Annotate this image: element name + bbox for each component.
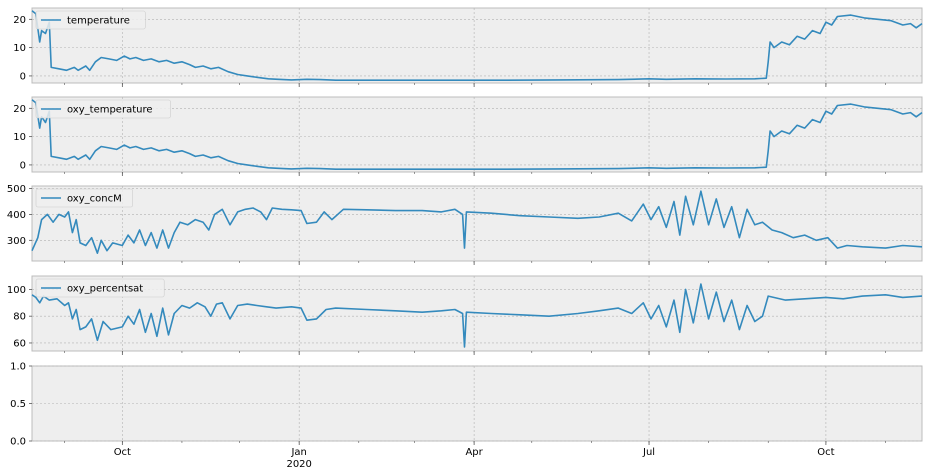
x-tick-label: Jan [290, 447, 306, 458]
legend-box [35, 10, 146, 30]
plot-area [31, 96, 923, 173]
y-tick-label: 20 [13, 104, 26, 115]
y-tick-label: 20 [13, 15, 26, 26]
series-line-oxy_temperature [31, 99, 923, 170]
y-tick-label: 300 [7, 236, 26, 247]
legend-label: oxy_percentsat [67, 284, 143, 295]
y-tick-label: 80 [13, 312, 26, 323]
y-tick-label: 10 [13, 43, 26, 54]
y-tick-label: 500 [7, 184, 26, 195]
x-tick-label: Oct [817, 447, 834, 458]
panel-oxy_temperature: 0 10 20 oxy_temperature [13, 96, 923, 176]
legend: oxy_percentsat [35, 278, 165, 298]
series-line-oxy_percentsat [31, 283, 923, 348]
plot-area [31, 7, 923, 84]
y-tick-label: 1.0 [10, 362, 26, 373]
y-tick-label: 100 [7, 285, 26, 296]
legend: oxy_temperature [35, 99, 171, 119]
x-tick-label: Jul [642, 447, 655, 458]
x-tick-label: Oct [114, 447, 131, 458]
y-tick-label: 0.0 [10, 437, 26, 448]
y-tick-label: 0 [20, 160, 26, 171]
panels: 0 10 20 temperature 0 10 20 oxy_temperature 300 4… [7, 7, 923, 470]
legend-box [35, 188, 133, 208]
y-tick-label: 10 [13, 132, 26, 143]
panel-oxy_concM: 300 400 500 oxy_concM [7, 184, 923, 265]
series-line-temperature [31, 10, 923, 81]
legend: temperature [35, 10, 146, 30]
legend: oxy_concM [35, 188, 133, 208]
legend-box [35, 278, 165, 298]
y-tick-label: 400 [7, 210, 26, 221]
legend-label: temperature [67, 16, 130, 27]
series-line-oxy_concM [31, 190, 923, 254]
x-tick-label: Apr [465, 447, 483, 458]
plot-area [31, 185, 923, 262]
legend-box [35, 99, 171, 119]
panel-oxy_percentsat: 60 80 100 oxy_percentsat [7, 275, 923, 355]
y-tick-label: 0 [20, 71, 26, 82]
legend-label: oxy_concM [67, 194, 122, 205]
panel-temperature: 0 10 20 temperature [13, 7, 923, 87]
y-tick-label: 60 [13, 338, 26, 349]
y-tick-label: 0.5 [10, 399, 26, 410]
x-tick-sublabel: 2020 [286, 459, 311, 470]
legend-label: oxy_temperature [67, 105, 153, 116]
